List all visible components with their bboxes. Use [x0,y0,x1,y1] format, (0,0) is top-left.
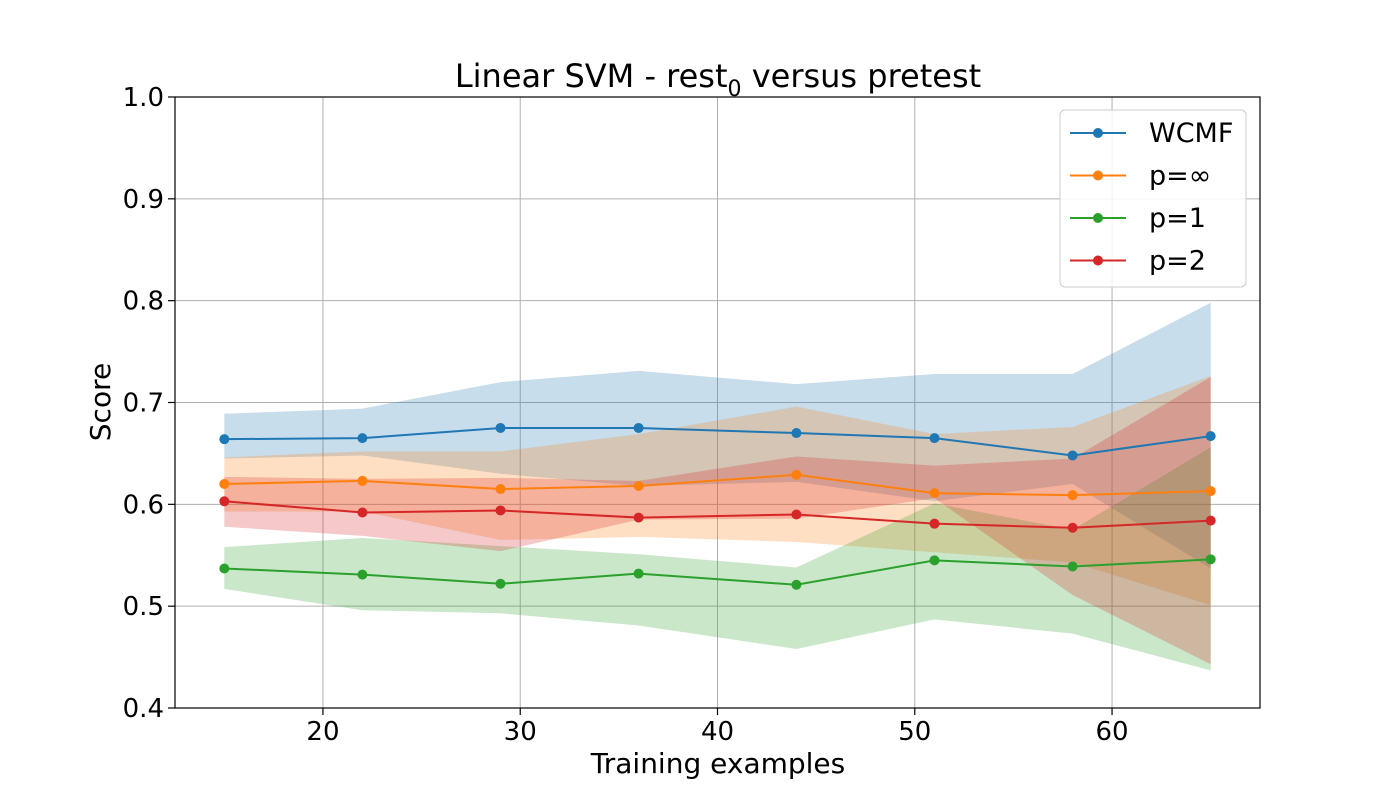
data-point [791,428,802,439]
data-point [929,518,940,529]
confidence-bands [224,302,1211,671]
data-point [1067,490,1078,501]
legend-label-2: p=1 [1149,203,1206,234]
series-line-3 [224,500,1211,529]
series-line-0 [224,426,1211,457]
data-point [357,507,368,518]
legend-marker-1 [1093,170,1103,181]
data-point [219,434,230,445]
data-point [357,433,368,444]
data-point [1067,450,1078,461]
x-axis-title: Training examples [590,747,846,780]
y-tick-label: 0.5 [123,592,164,622]
data-point [357,475,368,486]
y-tick-label: 0.6 [123,490,164,520]
data-point [495,484,506,495]
data-point [219,496,230,507]
x-tick-label: 20 [306,717,339,747]
y-tick-label: 0.9 [123,185,164,215]
data-point [1067,522,1078,533]
confidence-band-2 [224,447,1211,671]
data-point [495,422,506,433]
data-point [1205,554,1216,565]
chart-title: Linear SVM - rest0 versus pretest [455,57,981,102]
data-point [1205,515,1216,526]
data-point [219,478,230,489]
y-tick-label: 0.7 [123,389,164,419]
data-point [1205,431,1216,442]
data-point [219,563,230,574]
legend-label-0: WCMF [1149,118,1233,149]
confidence-band-0 [224,302,1211,569]
data-point [633,481,644,492]
y-axis-title: Score [84,363,117,441]
data-point [633,512,644,523]
x-tick-label: 50 [898,717,931,747]
data-point [495,578,506,589]
x-tick-label: 60 [1095,717,1128,747]
y-tick-label: 1.0 [123,83,164,113]
confidence-band-1 [224,376,1211,606]
data-point [929,555,940,566]
y-tick-label: 0.4 [123,694,164,724]
legend-marker-3 [1093,255,1103,266]
data-point [791,579,802,590]
legend-marker-2 [1093,213,1103,223]
series-line-1 [224,473,1211,497]
legend-box [1059,109,1247,288]
x-tick-label: 30 [504,717,537,747]
data-point [495,505,506,516]
data-point [1205,486,1216,497]
data-point [791,509,802,520]
data-point [633,422,644,433]
data-point [633,568,644,579]
confidence-band-3 [224,377,1211,665]
series-lines [219,422,1216,590]
legend: WCMF p=∞ p=1 p=2 [1059,109,1247,288]
x-tick-label: 40 [701,717,734,747]
data-point [929,488,940,499]
legend-label-3: p=2 [1149,246,1206,277]
x-axis-ticks: 20 30 40 50 60 [306,708,1129,747]
series-line-2 [224,558,1211,586]
y-axis-ticks: 0.4 0.5 0.6 0.7 0.8 0.9 1.0 [123,83,175,724]
legend-label-1: p=∞ [1149,161,1211,192]
data-point [929,433,940,444]
data-point [791,469,802,480]
y-tick-label: 0.8 [123,287,164,317]
legend-marker-0 [1093,128,1103,138]
data-point [1067,561,1078,572]
data-point [357,569,368,580]
